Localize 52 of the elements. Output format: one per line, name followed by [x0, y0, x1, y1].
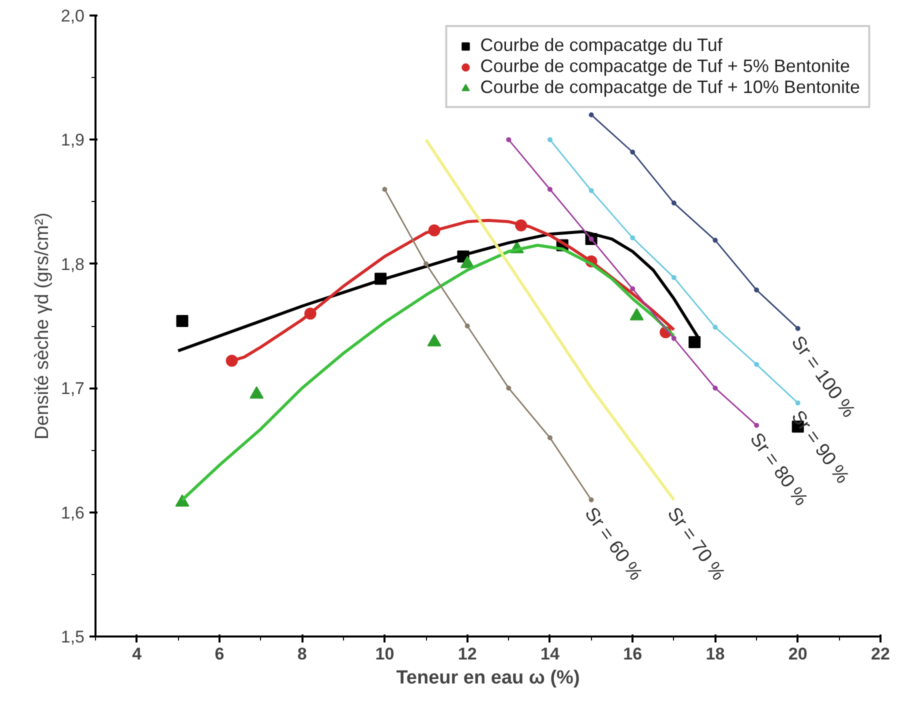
point	[754, 422, 760, 428]
point	[630, 150, 636, 155]
x-tick-label: 6	[214, 644, 224, 664]
x-tick-label: 8	[297, 644, 307, 664]
point	[712, 238, 718, 243]
point	[688, 336, 701, 348]
legend-label: Courbe de compacatge du Tuf	[480, 35, 722, 56]
point	[506, 137, 512, 142]
point	[547, 186, 552, 192]
point	[712, 324, 718, 330]
point	[506, 386, 512, 391]
point	[464, 324, 470, 328]
x-tick-label: 10	[375, 644, 394, 664]
x-tick-label: 20	[788, 644, 808, 664]
point	[588, 112, 594, 118]
y-tick-label: 1,8	[60, 254, 85, 274]
point	[588, 188, 594, 194]
point	[547, 435, 552, 440]
point	[795, 400, 800, 406]
point	[382, 186, 388, 192]
point	[630, 286, 636, 292]
x-tick-label: 14	[540, 644, 560, 664]
point	[547, 137, 552, 142]
x-tick-label: 18	[706, 644, 725, 664]
y-axis-title: Densité sèche γd (grs/cm²)	[32, 212, 53, 440]
annotation: Sr = 70 %	[662, 504, 729, 584]
y-tick-label: 1,9	[60, 130, 85, 150]
point	[671, 336, 676, 341]
point	[712, 386, 718, 391]
y-tick-label: 1,5	[60, 628, 85, 646]
x-tick-label: 12	[458, 644, 477, 664]
line-series	[176, 230, 700, 352]
x-tick-label: 22	[871, 644, 890, 664]
point	[671, 275, 676, 280]
y-tick-label: 1,7	[60, 379, 85, 398]
y-tick-label: 1,6	[60, 503, 85, 522]
annotation: Sr = 60 %	[580, 504, 646, 584]
line-series	[424, 138, 676, 502]
y-tick-label: 2,0	[60, 6, 85, 26]
legend-label: Courbe de compacatge de Tuf + 5% Bentonite	[480, 56, 850, 77]
point	[671, 200, 676, 206]
x-tick-label: 4	[132, 644, 142, 664]
x-tick-label: 16	[623, 644, 642, 664]
point	[424, 261, 429, 266]
point	[176, 315, 188, 328]
point	[754, 362, 760, 367]
point	[588, 497, 594, 502]
x-axis-title: Teneur en eau ω (%)	[396, 668, 580, 688]
point	[630, 235, 636, 240]
legend-label: Courbe de compacatge de Tuf + 10% Bentonite	[480, 77, 860, 98]
point	[754, 287, 760, 292]
point	[795, 326, 800, 331]
